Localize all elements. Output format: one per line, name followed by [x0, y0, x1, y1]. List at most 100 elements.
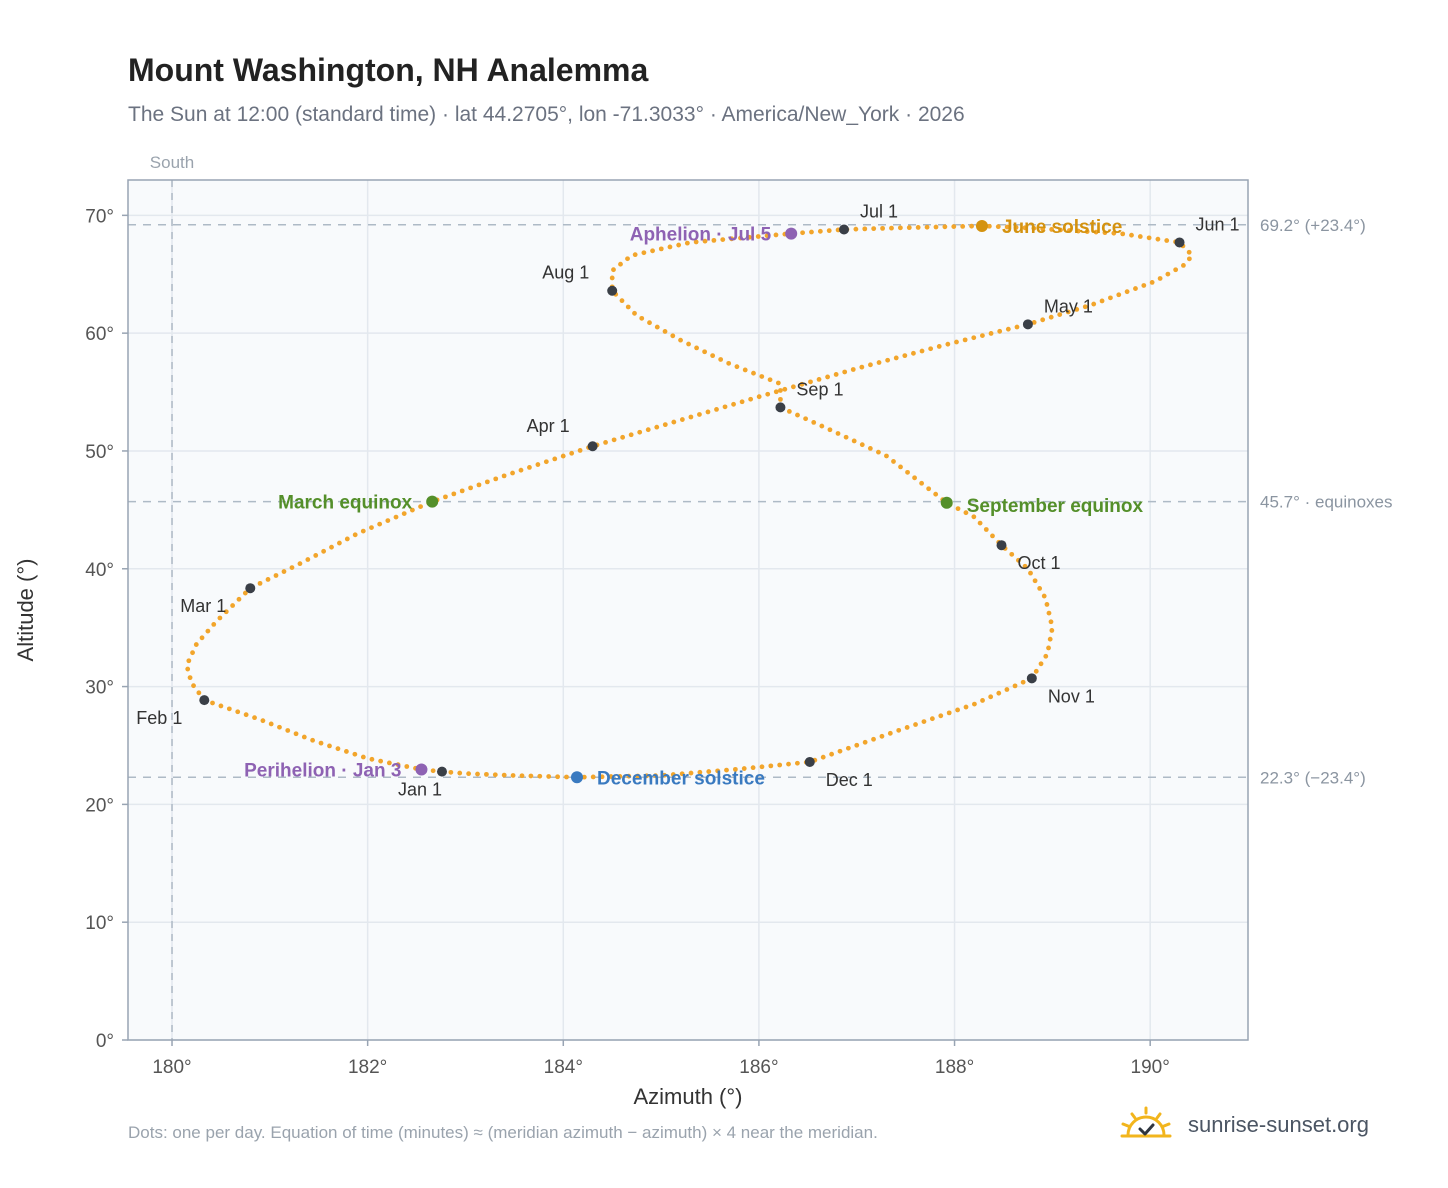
daily-sun-dot — [1164, 238, 1170, 243]
y-tick-label: 40° — [85, 560, 114, 581]
daily-sun-dot — [955, 506, 961, 512]
daily-sun-dot — [1186, 249, 1192, 255]
daily-sun-dot — [997, 328, 1003, 334]
daily-sun-dot — [826, 228, 832, 234]
daily-sun-dot — [1043, 653, 1049, 659]
daily-sun-dot — [741, 766, 747, 771]
daily-sun-dot — [1124, 289, 1130, 295]
south-label: South — [150, 153, 194, 172]
daily-sun-dot — [199, 635, 205, 641]
daily-sun-dot — [951, 224, 957, 229]
daily-sun-dot — [751, 370, 756, 376]
daily-sun-dot — [971, 335, 977, 341]
daily-sun-dot — [205, 628, 211, 634]
daily-sun-dot — [658, 246, 664, 252]
daily-sun-dot — [635, 773, 641, 779]
y-tick-label: 50° — [85, 442, 114, 463]
daily-sun-dot — [510, 470, 515, 476]
daily-sun-dot — [904, 725, 910, 730]
daily-sun-dot — [835, 431, 841, 436]
daily-sun-dot — [603, 439, 608, 445]
daily-sun-dot — [552, 456, 558, 462]
daily-sun-dot — [988, 331, 994, 336]
daily-sun-dot — [1040, 317, 1046, 323]
daily-sun-dot — [1049, 628, 1055, 633]
daily-sun-dot — [963, 704, 969, 710]
event-marker-dot — [415, 763, 428, 776]
month-marker-dot — [607, 285, 618, 296]
daily-sun-dot — [492, 772, 498, 778]
daily-sun-dot — [352, 751, 358, 757]
daily-sun-dot — [715, 768, 721, 774]
daily-sun-dot — [782, 386, 788, 392]
daily-sun-dot — [265, 577, 271, 582]
daily-sun-dot — [1149, 279, 1155, 285]
daily-sun-dot — [670, 333, 676, 339]
daily-sun-dot — [310, 737, 316, 743]
daily-sun-dot — [1102, 230, 1108, 236]
daily-sun-dot — [611, 437, 617, 443]
daily-sun-dot — [897, 225, 903, 231]
chart-subtitle: The Sun at 12:00 (standard time) · lat 4… — [128, 103, 965, 126]
daily-sun-dot — [799, 381, 805, 387]
daily-sun-dot — [694, 345, 699, 351]
daily-sun-dot — [697, 412, 702, 417]
daily-sun-dot — [1099, 298, 1105, 304]
daily-sun-dot — [800, 230, 805, 236]
daily-sun-dot — [679, 771, 685, 777]
daily-sun-dot — [667, 244, 673, 250]
y-tick-label: 0° — [96, 1031, 114, 1052]
daily-sun-dot — [739, 399, 745, 405]
event-marker-dot — [426, 495, 439, 508]
daily-sun-dot — [913, 722, 918, 727]
daily-sun-dot — [755, 234, 761, 239]
daily-sun-dot — [1048, 619, 1054, 625]
month-marker-dot — [199, 695, 210, 706]
daily-sun-dot — [404, 764, 410, 769]
daily-sun-dot — [1004, 224, 1010, 230]
daily-sun-dot — [773, 389, 779, 395]
daily-sun-dot — [678, 337, 683, 343]
daily-sun-dot — [527, 464, 532, 470]
brand-logo[interactable]: sunrise-sunset.org — [1118, 1100, 1369, 1150]
daily-sun-dot — [1020, 679, 1026, 685]
daily-sun-dot — [236, 596, 242, 602]
daily-sun-dot — [933, 491, 939, 497]
daily-sun-dot — [1028, 570, 1033, 576]
daily-sun-dot — [386, 760, 392, 766]
daily-sun-dot — [645, 427, 651, 433]
daily-sun-dot — [954, 339, 959, 345]
daily-sun-dot — [1146, 235, 1152, 241]
daily-sun-dot — [639, 315, 645, 321]
daily-sun-dot — [409, 507, 415, 513]
daily-sun-dot — [260, 718, 266, 724]
daily-sun-dot — [986, 223, 992, 229]
daily-sun-dot — [969, 223, 974, 229]
daily-sun-dot — [794, 760, 800, 766]
daily-sun-dot — [1014, 324, 1020, 330]
daily-sun-dot — [519, 773, 525, 779]
daily-sun-dot — [626, 773, 632, 779]
daily-sun-dot — [862, 226, 868, 232]
daily-sun-dot — [285, 728, 291, 733]
daily-sun-dot — [211, 621, 217, 627]
daily-sun-dot — [906, 225, 912, 231]
daily-sun-dot — [344, 749, 349, 754]
daily-sun-dot — [268, 721, 274, 727]
x-tick-label: 182° — [348, 1057, 387, 1078]
daily-sun-dot — [281, 569, 287, 574]
daily-sun-dot — [1009, 551, 1015, 557]
daily-sun-dot — [850, 367, 856, 372]
daily-sun-dot — [335, 746, 341, 752]
month-marker-dot — [839, 224, 850, 235]
daily-sun-dot — [1032, 578, 1038, 584]
daily-sun-dot — [819, 423, 825, 429]
daily-sun-dot — [880, 225, 885, 231]
daily-sun-dot — [853, 226, 859, 232]
daily-sun-dot — [995, 224, 1001, 230]
daily-sun-dot — [1065, 309, 1071, 315]
daily-sun-dot — [879, 733, 885, 739]
daily-sun-dot — [842, 369, 848, 375]
daily-sun-dot — [1031, 225, 1037, 231]
